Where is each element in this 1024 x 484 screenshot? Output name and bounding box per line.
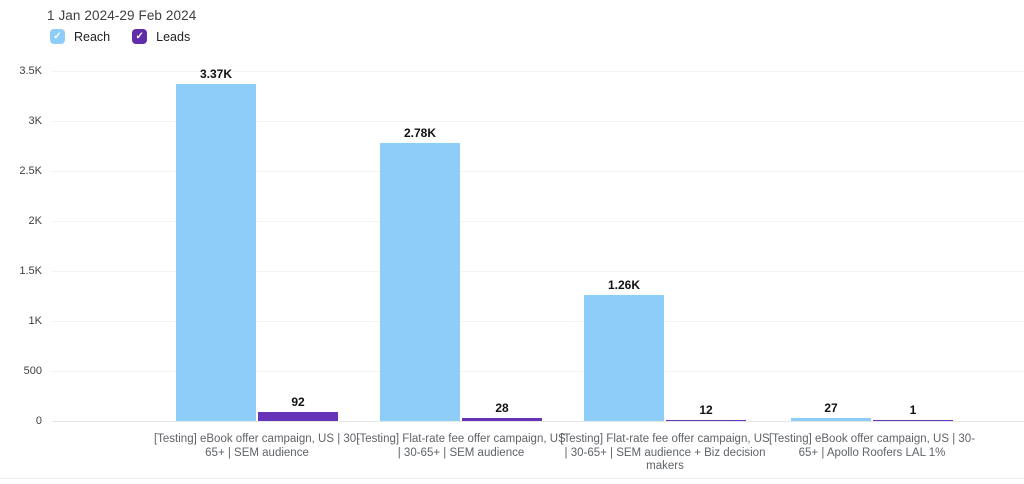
x-axis-category-label: [Testing] eBook offer campaign, US | 30-… [153, 433, 361, 459]
bar-value-label: 1 [909, 403, 917, 417]
bar-leads[interactable] [462, 418, 542, 421]
gridline [52, 421, 1024, 422]
bar-reach[interactable] [584, 295, 664, 421]
leads-checkbox-icon[interactable]: ✓ [132, 29, 148, 44]
x-axis-category-label: [Testing] eBook offer campaign, US | 30-… [768, 433, 976, 459]
y-axis-tick-label: 3K [28, 115, 42, 127]
legend-item-leads[interactable]: ✓ Leads [132, 29, 190, 44]
x-axis-category-label: [Testing] Flat-rate fee offer campaign, … [356, 433, 566, 459]
bar-reach[interactable] [791, 418, 871, 421]
bar-value-label: 1.26K [607, 278, 641, 292]
gridline [52, 321, 1024, 322]
y-axis-tick-label: 2.5K [19, 165, 42, 177]
legend-label-reach: Reach [74, 29, 111, 44]
date-range-title: 1 Jan 2024-29 Feb 2024 [47, 8, 197, 23]
y-axis-tick-label: 500 [23, 365, 42, 377]
bar-reach[interactable] [380, 143, 460, 421]
y-axis-tick-label: 1K [28, 315, 42, 327]
plot-area: 3.37K 92 [Testing] eBook offer campaign, U… [52, 67, 1024, 472]
y-axis-tick-label: 2K [28, 215, 42, 227]
bar-value-label: 27 [824, 401, 838, 416]
y-axis-tick-label: 0 [35, 415, 42, 427]
gridline [52, 371, 1024, 372]
chart-legend: ✓ Reach ✓ Leads [50, 29, 190, 44]
bar-leads[interactable] [258, 411, 338, 421]
reach-checkbox-icon[interactable]: ✓ [50, 29, 65, 44]
legend-label-leads: Leads [156, 29, 191, 44]
bar-leads[interactable] [666, 419, 746, 421]
legend-item-reach[interactable]: ✓ Reach [50, 29, 110, 44]
bar-value-label: 92 [291, 394, 305, 409]
bottom-divider [0, 478, 1024, 479]
x-axis-category-label: [Testing] Flat-rate fee offer campaign, … [560, 433, 770, 472]
gridline [52, 71, 1024, 72]
gridline [52, 121, 1024, 122]
bar-leads[interactable] [873, 420, 953, 421]
bar-value-label: 28 [495, 401, 509, 416]
bar-value-label: 3.37K [199, 67, 233, 81]
gridline [52, 171, 1024, 172]
gridline [52, 221, 1024, 222]
bar-reach[interactable] [176, 84, 256, 421]
y-axis-tick-label: 1.5K [19, 265, 42, 277]
gridline [52, 271, 1024, 272]
bar-value-label: 2.78K [403, 126, 437, 140]
bar-value-label: 12 [699, 402, 713, 417]
y-axis-tick-label: 3.5K [19, 65, 42, 77]
